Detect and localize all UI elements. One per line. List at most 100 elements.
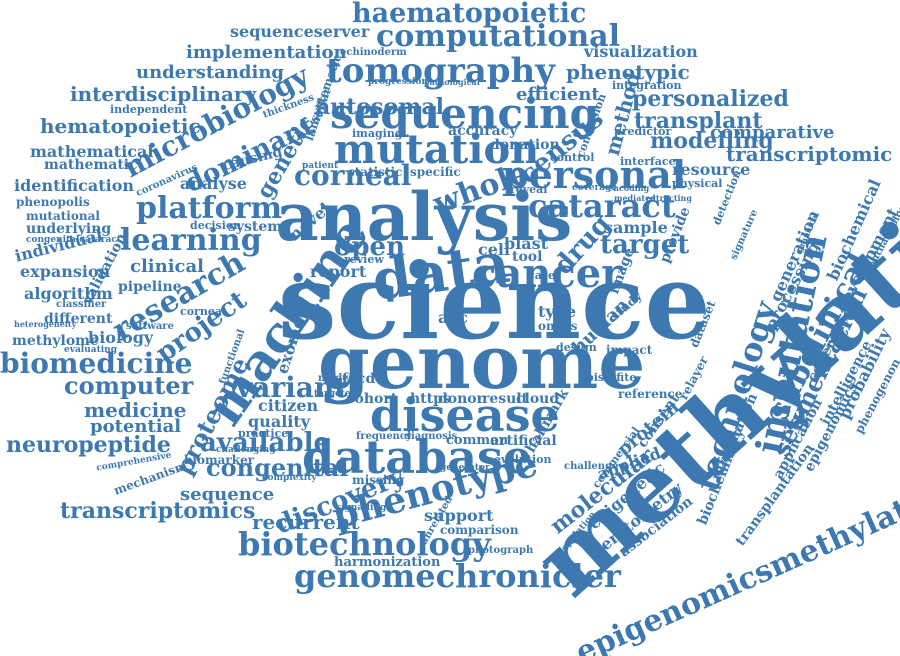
word-tool: tool bbox=[512, 249, 543, 265]
word-modern: modern bbox=[318, 373, 362, 384]
word-potential: potential bbox=[90, 416, 182, 437]
word-personalized: personalized bbox=[632, 86, 789, 112]
word-biomedicine: biomedicine bbox=[0, 347, 193, 380]
word-medicine: medicine bbox=[84, 398, 187, 422]
word-neuropeptide: neuropeptide bbox=[6, 432, 171, 458]
word-comparative: comparative bbox=[710, 122, 835, 143]
word-biomarker: biomarker bbox=[184, 453, 255, 467]
word-interdisciplinary: interdisciplinary bbox=[70, 82, 257, 106]
word-system: system bbox=[228, 219, 283, 235]
word-coverage: coverage bbox=[572, 183, 618, 193]
word-fecd: fecd bbox=[342, 371, 376, 387]
word-sequencing: sequencing bbox=[330, 89, 599, 138]
word-hematopoietic: hematopoietic bbox=[40, 114, 201, 138]
word-understanding: understanding bbox=[136, 62, 284, 83]
word-biotechnology: biotechnology bbox=[238, 525, 491, 563]
word-generator: generator bbox=[440, 463, 490, 473]
word-expansion: expansion bbox=[20, 262, 111, 281]
word-mathematic: mathematic bbox=[44, 157, 138, 173]
word-transcriptomic: transcriptomic bbox=[726, 142, 893, 166]
word-result: result bbox=[482, 391, 529, 407]
word-donation: donation bbox=[490, 137, 560, 153]
word-personal: personal bbox=[502, 152, 687, 197]
word-transcriptomics: transcriptomics bbox=[60, 498, 256, 524]
word-cohort: cohort bbox=[346, 391, 398, 407]
word-specific: specific bbox=[410, 165, 461, 179]
word-algorithm: algorithm bbox=[24, 284, 113, 303]
word-clinical: clinical bbox=[130, 256, 205, 277]
word-integration: integration bbox=[612, 79, 682, 92]
word-genomechronicler: genomechronicler bbox=[294, 557, 621, 595]
word-available: available bbox=[200, 428, 330, 458]
word-signalling: signalling bbox=[336, 503, 387, 513]
word-common: common bbox=[446, 433, 509, 448]
word-frequency: frequency bbox=[356, 431, 412, 442]
word-phenotypic: phenotypic bbox=[566, 60, 690, 84]
word-database: database bbox=[302, 430, 533, 484]
word-underlying: underlying bbox=[26, 221, 112, 237]
word-science: science bbox=[278, 240, 711, 363]
word-challenge: challenge bbox=[564, 461, 619, 472]
word-computer: computer bbox=[64, 371, 194, 400]
word-independent: independent bbox=[110, 103, 188, 116]
word-control: control bbox=[550, 151, 595, 164]
word-tomography: tomography bbox=[326, 51, 556, 91]
word-open: open bbox=[334, 232, 405, 262]
word-cataract: cataract bbox=[528, 187, 676, 225]
word-learning: learning bbox=[120, 223, 262, 258]
word-comparison: comparison bbox=[440, 523, 519, 537]
word-cornea: cornea bbox=[180, 305, 222, 318]
word-photograph: photograph bbox=[468, 545, 534, 556]
word-patient: patient bbox=[302, 161, 339, 171]
word-signature: signature bbox=[728, 208, 761, 262]
word-methylome: methylome bbox=[12, 333, 99, 349]
word-pathological: pathological bbox=[424, 77, 480, 87]
word-extracting: extracting bbox=[646, 193, 692, 203]
word-practice: practice bbox=[238, 427, 289, 440]
word-visualization: visualization bbox=[584, 42, 698, 61]
word-target: target bbox=[600, 230, 690, 260]
word-acc: acc bbox=[438, 308, 468, 327]
word-design: design bbox=[556, 341, 597, 354]
word-recurrent: recurrent bbox=[252, 510, 360, 534]
word-challenging: challenging bbox=[216, 445, 276, 455]
word-genome: genome bbox=[318, 320, 646, 406]
word-case: case bbox=[528, 269, 556, 282]
word-cloud: cloud bbox=[516, 391, 560, 407]
word-reference: reference bbox=[618, 387, 683, 401]
word-software: software bbox=[126, 321, 174, 332]
word-artificial: artificial bbox=[490, 433, 557, 449]
word-accuracy: accuracy bbox=[448, 123, 518, 139]
word-predictor: predictor bbox=[614, 125, 672, 138]
word-congenital: congenital bbox=[206, 453, 349, 482]
word-computational: computational bbox=[376, 19, 621, 54]
word-different: different bbox=[44, 311, 113, 327]
word-support: support bbox=[424, 506, 494, 525]
word-progression: progression bbox=[368, 77, 428, 87]
word-resource: resource bbox=[672, 160, 751, 179]
word-impact: impact bbox=[606, 343, 653, 357]
word-statistic: statistic bbox=[348, 165, 403, 179]
word-corneal: corneal bbox=[294, 159, 412, 192]
word-variant: variant bbox=[236, 371, 348, 404]
word-diagnosis: diagnosis bbox=[404, 431, 458, 442]
word-modelling: modelling bbox=[650, 128, 774, 154]
word-disease: disease bbox=[370, 388, 560, 442]
word-cell: cell bbox=[478, 240, 511, 259]
word-donor: donor bbox=[438, 391, 485, 407]
word-harmonization: harmonization bbox=[334, 555, 441, 570]
word-https: https bbox=[410, 391, 451, 407]
word-analysis: analysis bbox=[276, 178, 573, 256]
word-imaging: imaging bbox=[352, 127, 403, 140]
word-reveal: reveal bbox=[510, 183, 548, 196]
word-review: review bbox=[344, 253, 384, 266]
word-missing: missing bbox=[352, 473, 405, 487]
word-haematopoietic: haematopoietic bbox=[352, 0, 587, 29]
word-blast: blast bbox=[504, 234, 549, 253]
word-mathematical: mathematical bbox=[30, 142, 154, 161]
word-identification: identification bbox=[14, 176, 135, 195]
word-type: type bbox=[538, 302, 577, 321]
word-sequence: sequence bbox=[180, 484, 275, 505]
word-omics: omics bbox=[538, 319, 578, 333]
